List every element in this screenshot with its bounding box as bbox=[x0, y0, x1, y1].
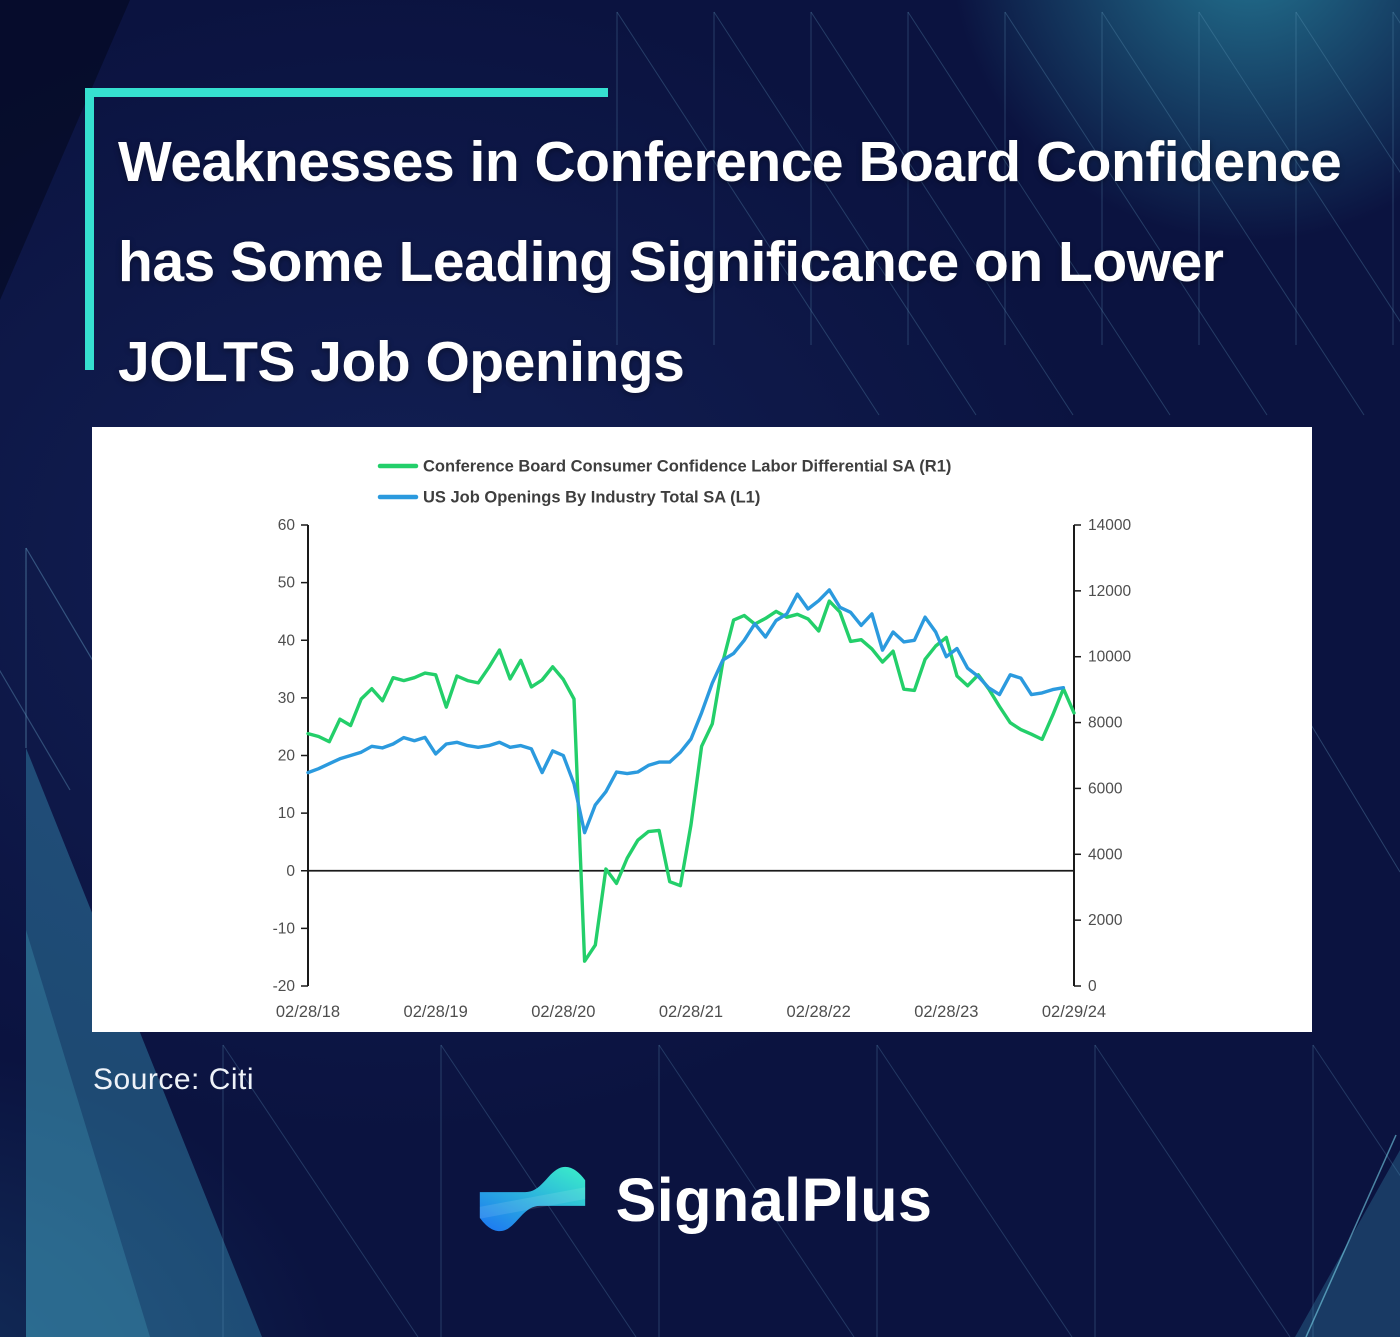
teal-shard bbox=[26, 748, 262, 1337]
legend-label: US Job Openings By Industry Total SA (L1… bbox=[423, 489, 760, 507]
left-tick-label: 40 bbox=[278, 632, 296, 649]
right-tick-label: 12000 bbox=[1088, 583, 1131, 600]
legend-label: Conference Board Consumer Confidence Lab… bbox=[423, 458, 951, 476]
saw-line bbox=[1305, 1134, 1397, 1337]
left-tick-label: -10 bbox=[273, 920, 296, 937]
series-line-job-openings bbox=[306, 588, 1066, 835]
page-title: Weaknesses in Conference Board Confidenc… bbox=[118, 112, 1342, 412]
accent-left-bar bbox=[85, 88, 94, 370]
chart-axes: 60 50 40 30 20 10 0 -10 -20 14000 12000 10000 8000 60… bbox=[273, 517, 1132, 1021]
x-tick-label: 02/28/23 bbox=[914, 1003, 978, 1021]
wave-shape bbox=[479, 1166, 585, 1232]
x-tick-label: 02/28/21 bbox=[659, 1003, 723, 1021]
saw-line bbox=[713, 11, 977, 416]
saw-line bbox=[658, 1044, 855, 1337]
x-tick-label: 02/28/18 bbox=[276, 1003, 340, 1021]
wave-logo-icon bbox=[479, 1166, 585, 1232]
saw-line bbox=[1312, 1044, 1400, 1177]
chart-panel: Conference Board Consumer Confidence Lab… bbox=[92, 427, 1312, 1032]
right-tick-label: 2000 bbox=[1088, 912, 1123, 929]
wave-seam-highlight bbox=[479, 1187, 585, 1219]
left-tick-label: 0 bbox=[286, 863, 295, 880]
saw-line bbox=[876, 1044, 1073, 1337]
x-tick-label: 02/28/22 bbox=[787, 1003, 851, 1021]
saw-line bbox=[907, 11, 1171, 416]
saw-line bbox=[1101, 11, 1365, 416]
right-tick-label: 4000 bbox=[1088, 846, 1123, 863]
corner-shard bbox=[0, 0, 130, 300]
right-tick-label: 14000 bbox=[1088, 517, 1131, 534]
accent-top-bar bbox=[85, 88, 608, 97]
teal-shard bbox=[26, 930, 150, 1337]
saw-line bbox=[1198, 11, 1400, 323]
right-tick-label: 8000 bbox=[1088, 715, 1123, 732]
saw-line bbox=[0, 669, 71, 791]
dual-axis-line-chart: Conference Board Consumer Confidence Lab… bbox=[273, 458, 1132, 1022]
left-tick-label: 30 bbox=[278, 690, 296, 707]
saw-line bbox=[1392, 11, 1400, 24]
left-tick-label: 60 bbox=[278, 517, 296, 534]
brand-logo: SignalPlus bbox=[0, 1152, 1400, 1248]
saw-line bbox=[616, 11, 880, 416]
right-tick-label: 6000 bbox=[1088, 780, 1123, 797]
right-tick-label: 10000 bbox=[1088, 649, 1131, 666]
title-line-2: has Some Leading Significance on Lower bbox=[118, 230, 1224, 294]
x-tick-label: 02/28/20 bbox=[531, 1003, 595, 1021]
right-tick-label: 0 bbox=[1088, 978, 1097, 995]
left-tick-label: 10 bbox=[278, 805, 296, 822]
chart-legend: Conference Board Consumer Confidence Lab… bbox=[377, 458, 951, 507]
brand-name: SignalPlus bbox=[615, 1166, 933, 1234]
series-line-confidence-differential bbox=[306, 599, 1076, 963]
left-tick-label: -20 bbox=[273, 978, 296, 995]
x-tick-label: 02/29/24 bbox=[1042, 1003, 1106, 1021]
source-label: Source: Citi bbox=[93, 1063, 255, 1096]
saw-line bbox=[1094, 1044, 1291, 1337]
left-tick-label: 20 bbox=[278, 748, 296, 765]
title-line-3: JOLTS Job Openings bbox=[118, 330, 685, 394]
saw-line bbox=[810, 11, 1074, 416]
saw-line bbox=[222, 1044, 419, 1337]
left-tick-label: 50 bbox=[278, 575, 296, 592]
title-line-1: Weaknesses in Conference Board Confidenc… bbox=[118, 130, 1342, 194]
saw-line bbox=[1295, 11, 1400, 173]
x-tick-label: 02/28/19 bbox=[404, 1003, 468, 1021]
saw-line bbox=[1004, 11, 1268, 416]
